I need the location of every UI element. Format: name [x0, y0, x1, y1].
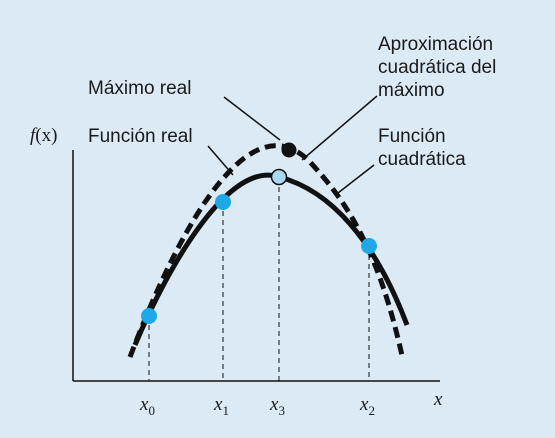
- label-func-quad-line1: Función: [378, 126, 446, 147]
- approx-maximum-point: [270, 168, 288, 186]
- leader-approx: [301, 95, 378, 161]
- tick-label-x2: x2: [359, 394, 375, 418]
- label-approx-line3: máximo: [378, 80, 445, 101]
- tick-label-x0: x0: [139, 394, 155, 418]
- tick-label-x3: x3: [269, 394, 285, 418]
- leader-func-quad: [337, 164, 375, 194]
- quadratic-function-curve: [127, 143, 406, 361]
- sample-point-x0: [141, 308, 157, 324]
- leader-func-real: [207, 145, 234, 176]
- label-max-real: Máximo real: [88, 78, 191, 99]
- label-func-quad-line2: cuadrática: [378, 149, 466, 170]
- label-func-real: Función real: [88, 126, 193, 147]
- tick-label-x1: x1: [213, 394, 229, 418]
- true-maximum-point: [281, 142, 297, 158]
- sample-point-x2: [361, 238, 377, 254]
- sample-point-x1: [215, 194, 231, 210]
- y-axis-label: f(x): [30, 125, 57, 146]
- x-axis-label: x: [433, 389, 443, 410]
- leader-max-real: [223, 96, 281, 141]
- label-approx-line2: cuadrática del: [378, 57, 496, 78]
- label-approx-line1: Aproximación: [378, 34, 493, 55]
